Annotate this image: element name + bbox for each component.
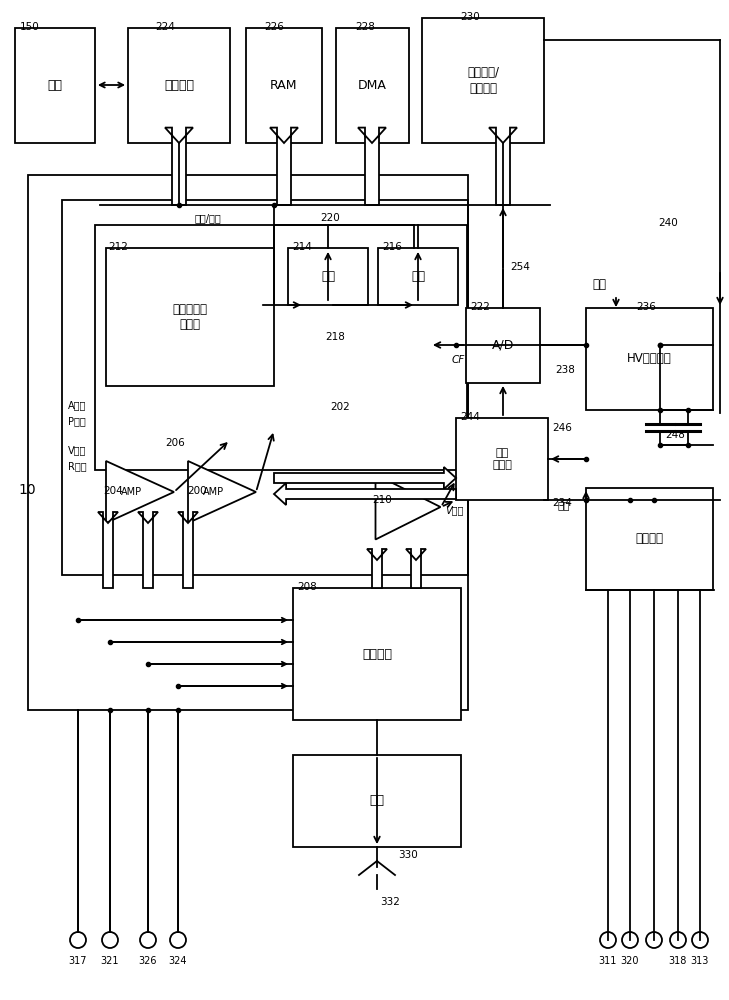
Text: 多路
复用器: 多路 复用器 [492, 448, 512, 470]
Text: 234: 234 [552, 498, 572, 508]
Text: 204: 204 [103, 486, 122, 496]
FancyBboxPatch shape [293, 755, 461, 847]
Text: AMP: AMP [203, 487, 224, 497]
Polygon shape [165, 128, 193, 205]
Polygon shape [98, 512, 118, 588]
FancyBboxPatch shape [288, 248, 368, 305]
Polygon shape [138, 512, 158, 588]
FancyBboxPatch shape [456, 418, 548, 500]
FancyBboxPatch shape [246, 28, 322, 143]
Polygon shape [406, 549, 426, 588]
Text: 318: 318 [668, 956, 687, 966]
FancyBboxPatch shape [293, 588, 461, 720]
Text: 332: 332 [380, 897, 400, 907]
Text: 地址/数据: 地址/数据 [195, 213, 222, 223]
Text: 324: 324 [168, 956, 187, 966]
Polygon shape [188, 461, 256, 523]
Text: 330: 330 [398, 850, 418, 860]
Text: 216: 216 [382, 242, 402, 252]
Polygon shape [274, 483, 456, 505]
Text: 218: 218 [325, 332, 345, 342]
Text: V电池: V电池 [445, 505, 464, 515]
Text: 248: 248 [665, 430, 685, 440]
FancyBboxPatch shape [586, 488, 713, 590]
Text: 200: 200 [187, 486, 206, 496]
Text: 326: 326 [139, 956, 157, 966]
Polygon shape [489, 128, 517, 205]
Text: 充电: 充电 [592, 278, 606, 291]
Text: 311: 311 [599, 956, 617, 966]
Text: 220: 220 [320, 213, 340, 223]
Text: 心律转复/
除颤控制: 心律转复/ 除颤控制 [467, 66, 499, 95]
Text: 246: 246 [552, 423, 572, 433]
FancyBboxPatch shape [15, 28, 95, 143]
FancyBboxPatch shape [128, 28, 230, 143]
Polygon shape [178, 512, 198, 588]
Text: A消隐: A消隐 [68, 400, 86, 410]
Text: 起搏器定时
和控制: 起搏器定时 和控制 [173, 303, 208, 331]
Text: 317: 317 [69, 956, 87, 966]
Text: RAM: RAM [270, 79, 297, 92]
Text: P输出: P输出 [68, 416, 86, 426]
Text: 208: 208 [297, 582, 316, 592]
Text: 226: 226 [264, 22, 284, 32]
Text: 222: 222 [470, 302, 490, 312]
Text: 228: 228 [355, 22, 375, 32]
Text: 238: 238 [555, 365, 575, 375]
FancyBboxPatch shape [422, 18, 544, 143]
Text: 230: 230 [460, 12, 480, 22]
Text: 244: 244 [460, 412, 480, 422]
FancyBboxPatch shape [586, 308, 713, 410]
Text: 313: 313 [691, 956, 709, 966]
Text: 10: 10 [18, 483, 36, 497]
Text: 321: 321 [101, 956, 120, 966]
Text: 236: 236 [636, 302, 656, 312]
Text: 遥测: 遥测 [370, 794, 384, 808]
FancyBboxPatch shape [336, 28, 409, 143]
Polygon shape [358, 128, 386, 205]
FancyBboxPatch shape [466, 308, 540, 383]
Text: 240: 240 [658, 218, 678, 228]
Text: 206: 206 [165, 438, 184, 448]
Text: 320: 320 [621, 956, 639, 966]
Text: 254: 254 [510, 262, 530, 272]
Text: V消隐: V消隐 [68, 445, 86, 455]
Text: 开关矩阵: 开关矩阵 [362, 648, 392, 660]
Text: 控制: 控制 [558, 500, 571, 510]
Text: AMP: AMP [121, 487, 142, 497]
Text: 202: 202 [330, 402, 350, 412]
Text: 212: 212 [108, 242, 128, 252]
Text: 150: 150 [20, 22, 40, 32]
Text: R输出: R输出 [68, 461, 87, 471]
Text: A/D: A/D [492, 339, 514, 352]
Text: 输出电路: 输出电路 [636, 532, 663, 546]
Text: 210: 210 [372, 495, 391, 505]
FancyBboxPatch shape [378, 248, 458, 305]
Text: CF: CF [452, 355, 465, 365]
Polygon shape [270, 128, 298, 205]
Text: 患者: 患者 [47, 79, 63, 92]
Polygon shape [106, 461, 174, 523]
Polygon shape [367, 549, 387, 588]
Polygon shape [274, 467, 456, 489]
Polygon shape [375, 475, 440, 540]
Text: 微处理器: 微处理器 [164, 79, 194, 92]
Text: 起搏: 起搏 [321, 270, 335, 283]
Text: DMA: DMA [358, 79, 387, 92]
Text: 起搏: 起搏 [411, 270, 425, 283]
FancyBboxPatch shape [106, 248, 274, 386]
Text: 214: 214 [292, 242, 312, 252]
Text: 224: 224 [155, 22, 175, 32]
Text: HV充电电路: HV充电电路 [627, 353, 672, 365]
